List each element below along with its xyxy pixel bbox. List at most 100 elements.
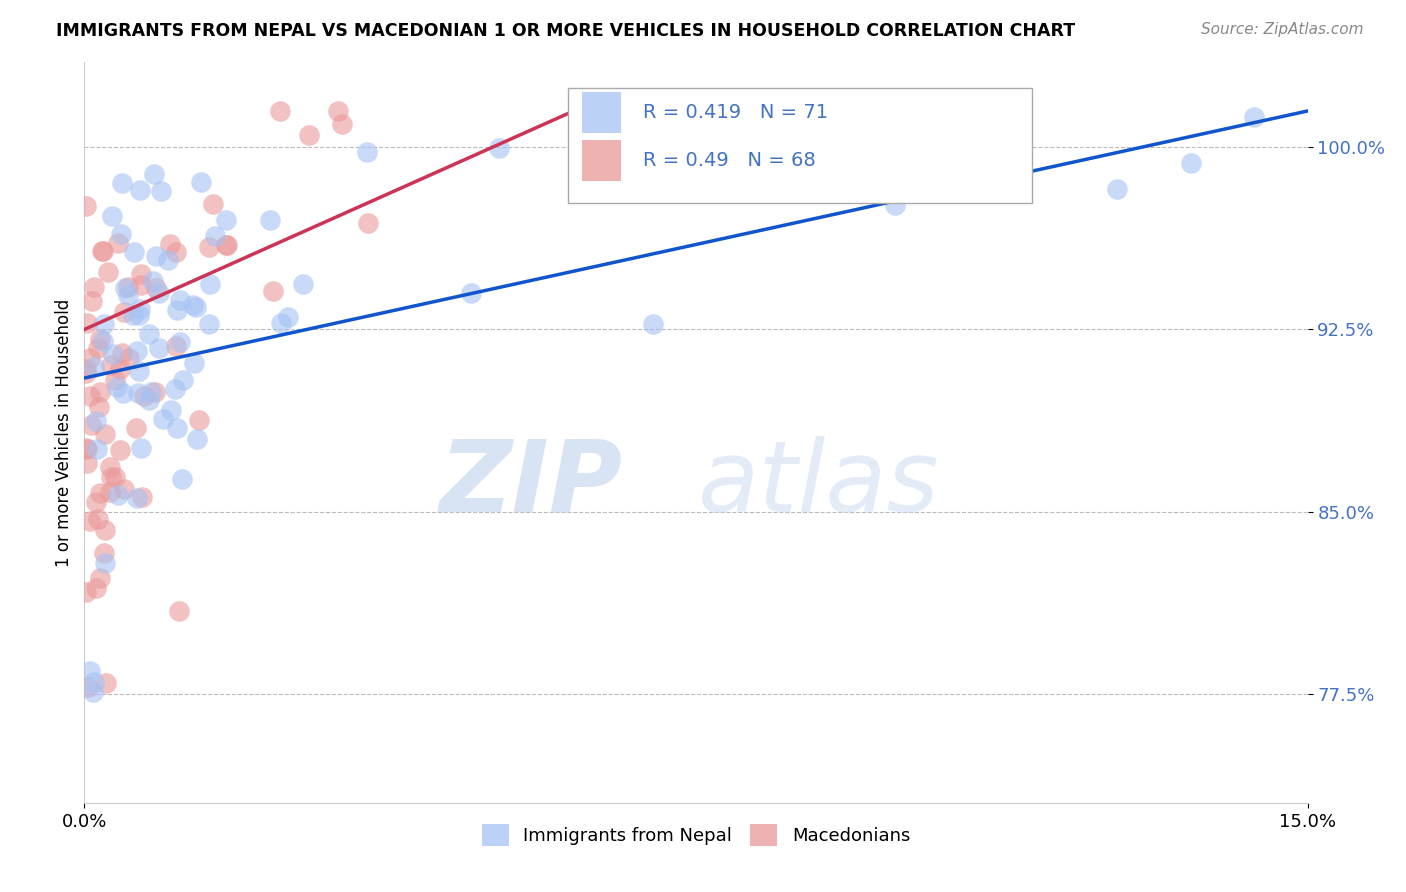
Point [128, 308, 150, 322]
Point [76, 456, 98, 470]
Point [114, 281, 136, 295]
Point [79, 351, 101, 365]
Point [89, 401, 111, 415]
Point [181, 298, 204, 312]
Point [75, 362, 97, 376]
Point [298, 128, 321, 143]
Text: IMMIGRANTS FROM NEPAL VS MACEDONIAN 1 OR MORE VEHICLES IN HOUSEHOLD CORRELATION : IMMIGRANTS FROM NEPAL VS MACEDONIAN 1 OR… [56, 22, 1076, 40]
Point [93, 317, 115, 331]
Point [94, 524, 117, 538]
Point [159, 237, 181, 252]
Point [76, 317, 98, 331]
Point [156, 252, 179, 267]
Point [138, 393, 160, 408]
Point [110, 227, 132, 242]
FancyBboxPatch shape [568, 88, 1032, 203]
Point [356, 145, 378, 160]
Point [86, 495, 108, 509]
Point [125, 421, 148, 435]
Point [111, 176, 134, 190]
Point [100, 470, 122, 484]
Point [269, 103, 291, 118]
Point [82, 685, 104, 699]
Point [143, 384, 166, 399]
Point [103, 470, 125, 484]
Point [1107, 182, 1129, 196]
Point [641, 317, 664, 331]
Point [150, 185, 173, 199]
Point [215, 237, 238, 252]
Point [918, 164, 941, 178]
Point [122, 308, 145, 322]
Point [292, 277, 315, 291]
Point [186, 300, 208, 314]
Point [105, 380, 128, 394]
Point [108, 362, 131, 376]
Point [125, 491, 148, 505]
Point [152, 412, 174, 426]
Point [91, 244, 114, 259]
Point [488, 141, 510, 155]
Point [83, 360, 105, 375]
Point [277, 310, 299, 324]
Point [138, 327, 160, 342]
Point [128, 302, 150, 317]
Point [166, 302, 188, 317]
Point [197, 318, 219, 332]
Point [87, 512, 110, 526]
Point [122, 244, 145, 259]
Text: R = 0.419   N = 71: R = 0.419 N = 71 [644, 103, 828, 122]
Point [330, 117, 353, 131]
Point [148, 285, 170, 300]
Point [89, 332, 111, 346]
Point [128, 364, 150, 378]
Point [94, 676, 117, 690]
Text: ZIP: ZIP [440, 436, 623, 533]
Point [97, 265, 120, 279]
Point [186, 432, 208, 446]
Point [91, 334, 114, 348]
Point [83, 675, 105, 690]
Point [139, 385, 162, 400]
Point [167, 604, 190, 618]
Point [681, 171, 703, 186]
Point [117, 288, 139, 302]
Point [75, 199, 97, 213]
Point [75, 441, 97, 455]
Point [166, 421, 188, 435]
Point [214, 212, 236, 227]
Point [117, 351, 139, 365]
Point [94, 427, 117, 442]
Point [180, 856, 202, 871]
Point [165, 339, 187, 353]
Point [131, 491, 153, 505]
Point [134, 389, 156, 403]
Text: Source: ZipAtlas.com: Source: ZipAtlas.com [1201, 22, 1364, 37]
Point [112, 305, 135, 319]
Point [94, 556, 117, 570]
Point [108, 443, 131, 458]
Point [183, 356, 205, 370]
Point [217, 238, 239, 252]
Point [204, 228, 226, 243]
Point [357, 216, 380, 230]
Point [79, 514, 101, 528]
Point [129, 441, 152, 455]
Point [86, 414, 108, 428]
Point [104, 373, 127, 387]
Bar [582, 140, 621, 181]
Point [262, 284, 284, 298]
Point [169, 293, 191, 307]
Point [460, 285, 482, 300]
Point [159, 403, 181, 417]
Point [77, 680, 100, 694]
Point [89, 485, 111, 500]
Point [198, 277, 221, 292]
Point [328, 103, 350, 118]
Point [89, 571, 111, 585]
Point [76, 442, 98, 456]
Point [86, 442, 108, 457]
Point [98, 484, 121, 499]
Point [91, 244, 114, 259]
Point [100, 209, 122, 223]
